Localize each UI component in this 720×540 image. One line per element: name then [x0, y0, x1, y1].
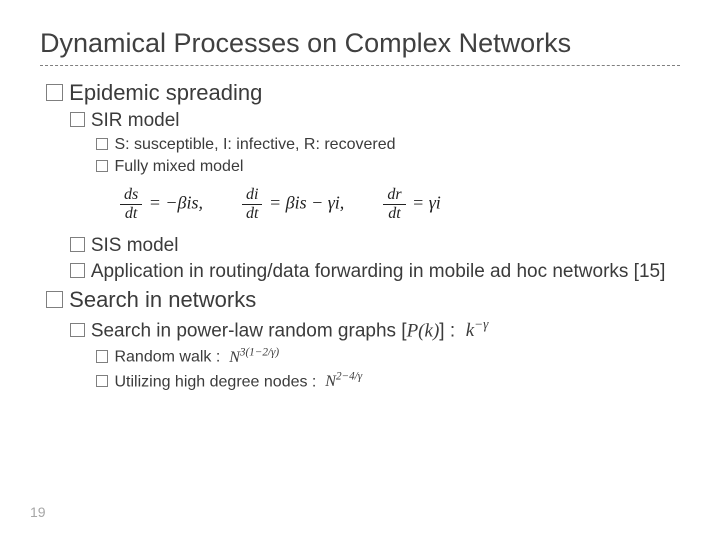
- high-degree-exp: 2−4/γ: [336, 371, 362, 383]
- eq1-num: ds: [120, 186, 142, 204]
- item-sir-model: SIR model: [70, 110, 680, 132]
- powerlaw-base: k: [466, 320, 474, 341]
- high-degree-label: Utilizing high degree nodes :: [114, 373, 316, 390]
- application-text: Application in routing/data forwarding i…: [91, 261, 666, 282]
- high-degree-math: N2−4/γ: [325, 373, 362, 390]
- powerlaw-bracket: ] :: [439, 320, 455, 341]
- eq3-rhs: = γi: [412, 193, 441, 213]
- eq1-frac: ds dt: [120, 186, 142, 223]
- item-random-walk: Random walk : N3(1−2/γ): [96, 346, 680, 366]
- powerlaw-prefix: Search in power-law random graphs [: [91, 320, 407, 341]
- powerlaw-pk: P(k): [407, 320, 440, 341]
- item-high-degree: Utilizing high degree nodes : N2−4/γ: [96, 371, 680, 391]
- item-fully-mixed: Fully mixed model: [96, 158, 680, 176]
- powerlaw-rhs: k−γ: [466, 320, 489, 341]
- eq2-num: di: [242, 186, 262, 204]
- item-sir-desc: S: susceptible, I: infective, R: recover…: [96, 136, 680, 154]
- eq2-den: dt: [242, 204, 262, 223]
- bullet-box-icon: [96, 160, 108, 172]
- page-number: 19: [30, 504, 46, 520]
- bullet-box-icon: [46, 84, 63, 101]
- random-walk-base: N: [229, 349, 240, 366]
- powerlaw-exp: −γ: [474, 317, 488, 332]
- item-sis-model: SIS model: [70, 235, 680, 257]
- bullet-box-icon: [46, 291, 63, 308]
- eq2-rhs: = βis − γi,: [269, 193, 344, 213]
- eq3-den: dt: [383, 204, 405, 223]
- bullet-box-icon: [70, 323, 85, 338]
- heading-search-text: Search in networks: [69, 287, 256, 312]
- eq2-frac: di dt: [242, 186, 262, 223]
- slide-title: Dynamical Processes on Complex Networks: [40, 28, 680, 59]
- bullet-box-icon: [70, 263, 85, 278]
- title-divider: [40, 65, 680, 66]
- bullet-box-icon: [96, 375, 108, 387]
- sir-desc: S: susceptible, I: infective, R: recover…: [114, 136, 395, 153]
- random-walk-math: N3(1−2/γ): [229, 349, 279, 366]
- heading-epidemic-text: Epidemic spreading: [69, 80, 262, 105]
- high-degree-base: N: [325, 373, 336, 390]
- eq1-rhs: = −βis,: [149, 193, 203, 213]
- sir-equations: ds dt = −βis, di dt = βis − γi, dr dt = …: [118, 186, 680, 223]
- random-walk-exp: 3(1−2/γ): [240, 346, 279, 358]
- item-powerlaw: Search in power-law random graphs [P(k)]…: [70, 317, 680, 342]
- slide: Dynamical Processes on Complex Networks …: [0, 0, 720, 540]
- sis-label: SIS model: [91, 235, 179, 256]
- eq3-num: dr: [383, 186, 405, 204]
- fully-mixed-label: Fully mixed model: [114, 158, 243, 175]
- bullet-box-icon: [96, 138, 108, 150]
- bullet-box-icon: [70, 237, 85, 252]
- heading-epidemic: Epidemic spreading: [46, 80, 680, 106]
- item-application: Application in routing/data forwarding i…: [70, 261, 680, 283]
- bullet-box-icon: [96, 350, 108, 362]
- random-walk-label: Random walk :: [114, 349, 220, 366]
- bullet-box-icon: [70, 112, 85, 127]
- eq1-den: dt: [120, 204, 142, 223]
- sir-label: SIR model: [91, 110, 180, 131]
- heading-search: Search in networks: [46, 287, 680, 313]
- eq3-frac: dr dt: [383, 186, 405, 223]
